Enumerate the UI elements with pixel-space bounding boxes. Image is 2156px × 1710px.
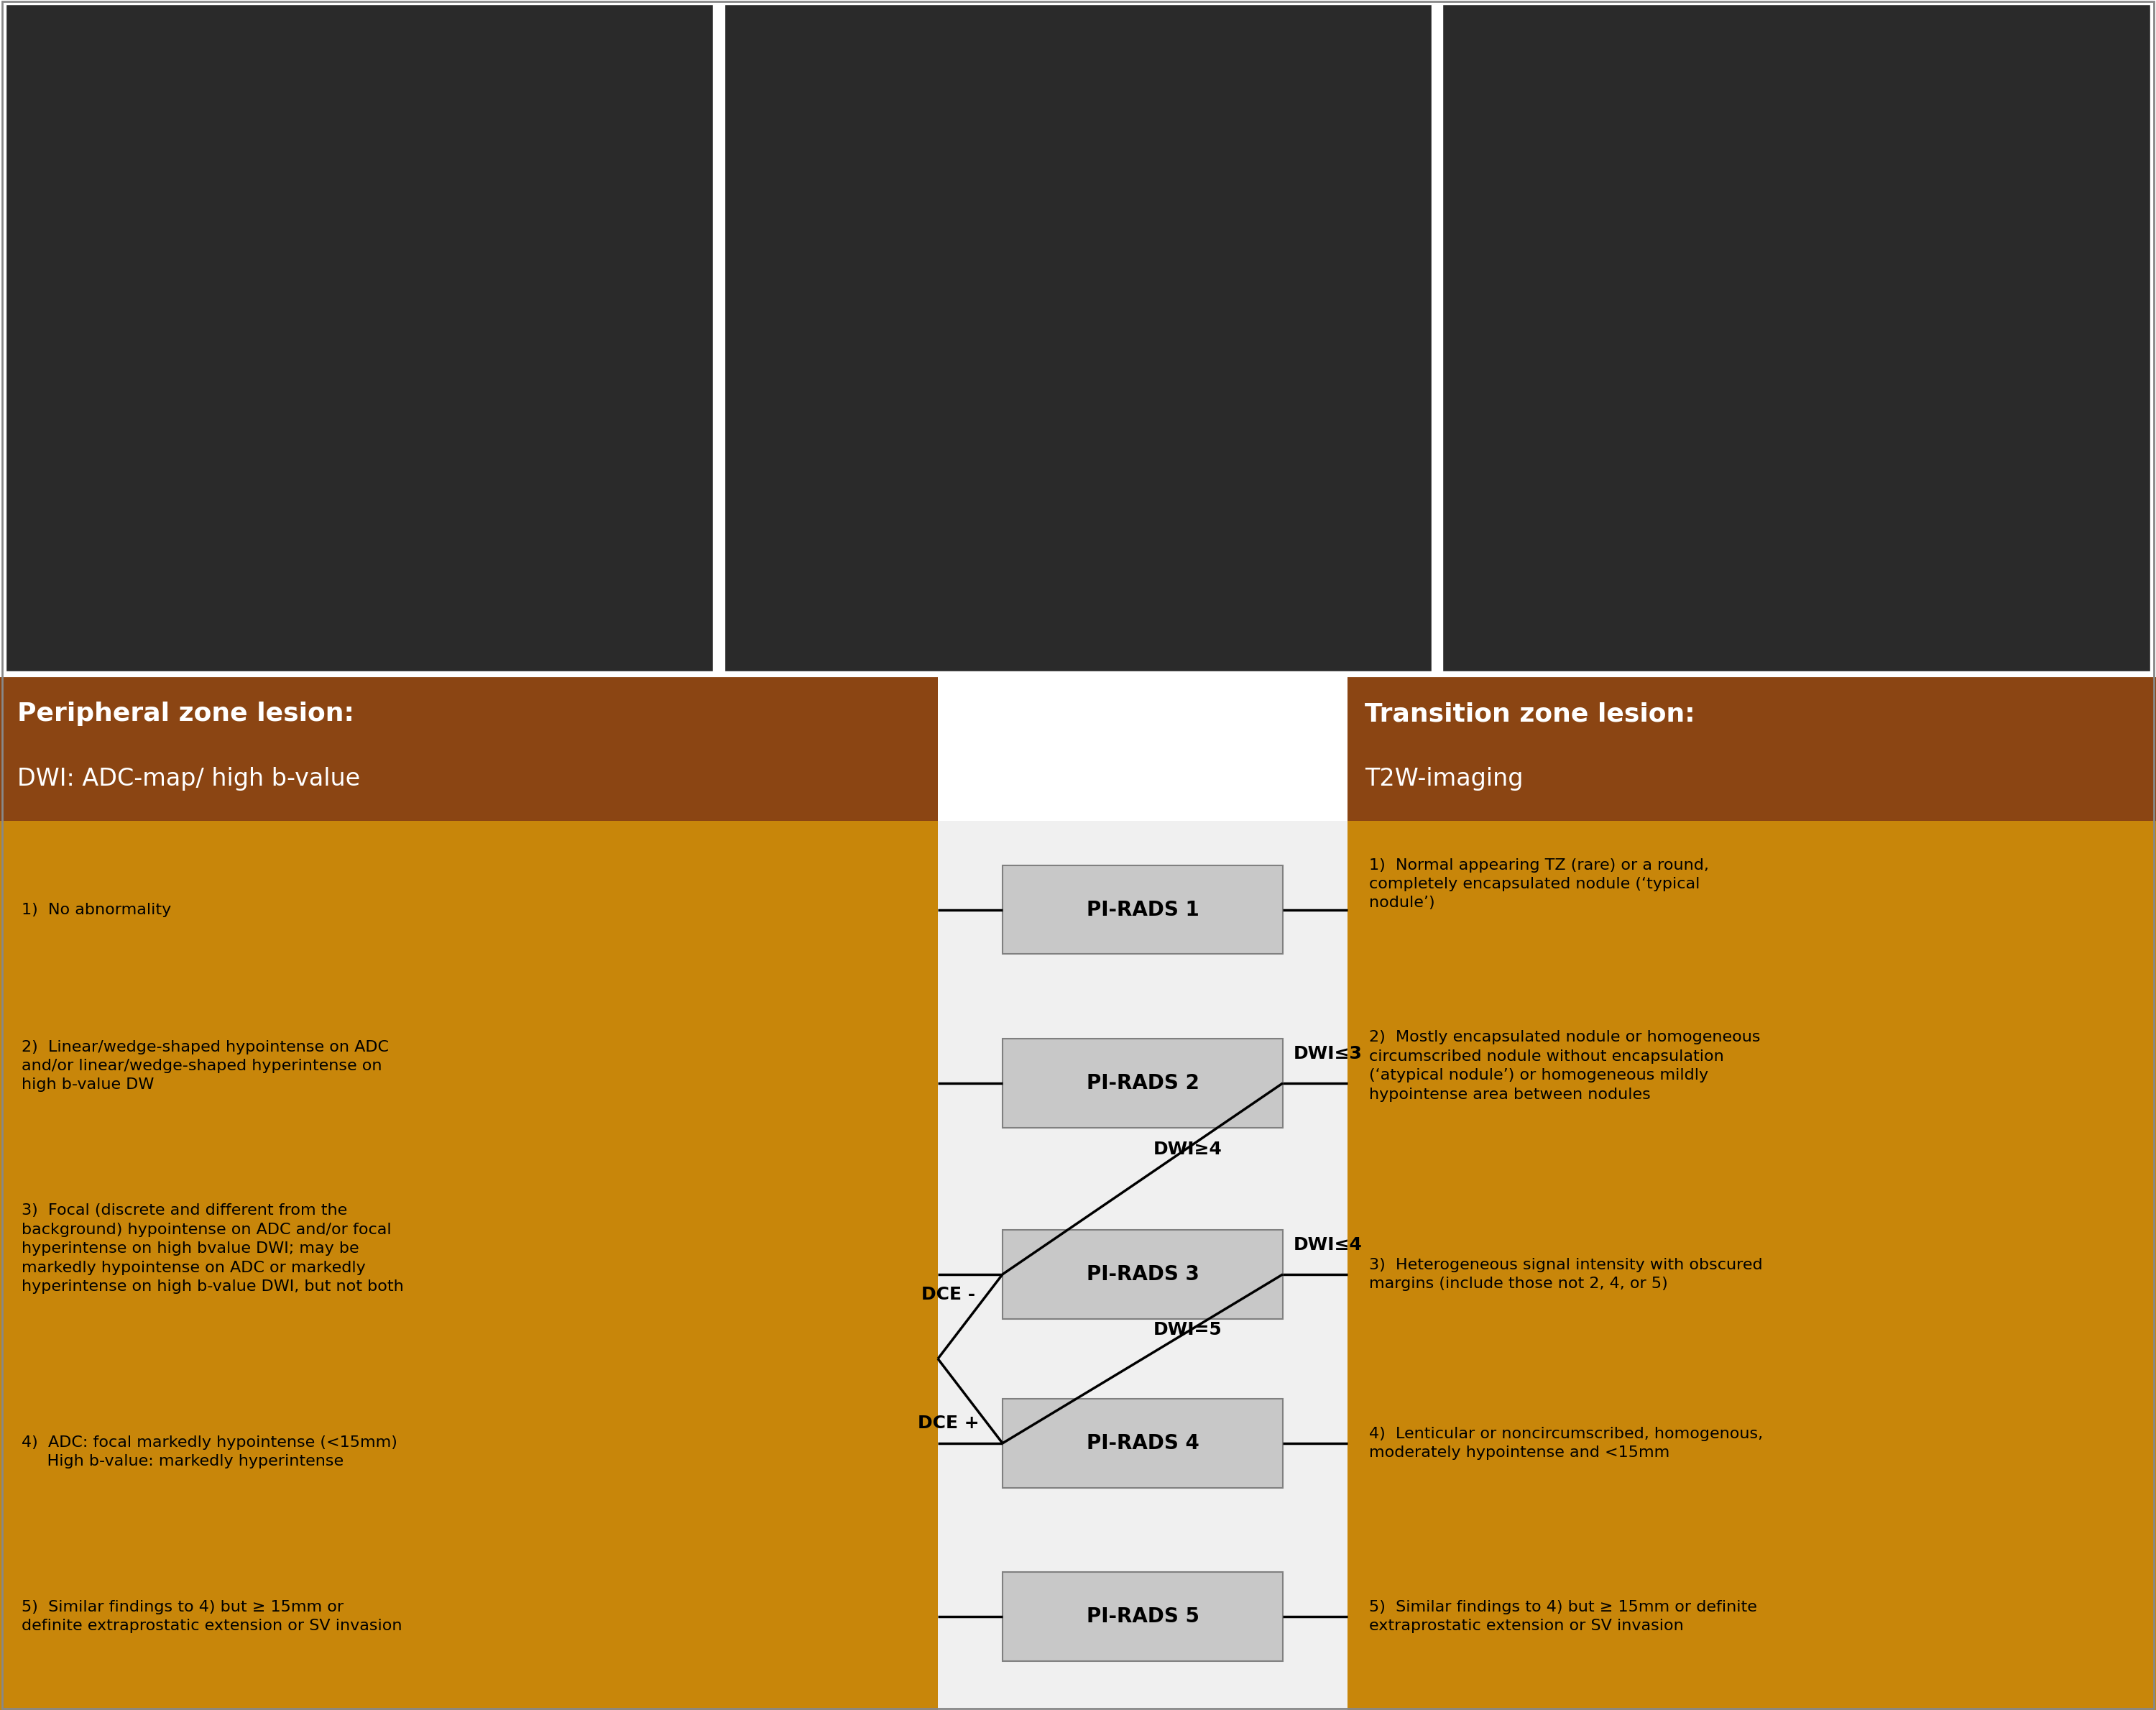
Text: 3)  Heterogeneous signal intensity with obscured
margins (include those not 2, 4: 3) Heterogeneous signal intensity with o… xyxy=(1369,1257,1764,1291)
Text: 2)  Mostly encapsulated nodule or homogeneous
circumscribed nodule without encap: 2) Mostly encapsulated nodule or homogen… xyxy=(1369,1031,1759,1101)
FancyBboxPatch shape xyxy=(724,5,1432,672)
FancyBboxPatch shape xyxy=(1003,1399,1283,1488)
Text: 5)  Similar findings to 4) but ≥ 15mm or
definite extraprostatic extension or SV: 5) Similar findings to 4) but ≥ 15mm or … xyxy=(22,1601,401,1633)
Text: Transition zone lesion:: Transition zone lesion: xyxy=(1365,701,1695,727)
Text: T2W-imaging: T2W-imaging xyxy=(1365,768,1522,790)
Text: DCE +: DCE + xyxy=(918,1414,979,1431)
Text: 3)  Focal (discrete and different from the
background) hypointense on ADC and/or: 3) Focal (discrete and different from th… xyxy=(22,1204,403,1294)
FancyBboxPatch shape xyxy=(4,5,714,672)
Text: PI-RADS 5: PI-RADS 5 xyxy=(1087,1607,1199,1626)
Text: DCE -: DCE - xyxy=(921,1286,977,1303)
Text: DWI=5: DWI=5 xyxy=(1153,1322,1222,1339)
Text: PI-RADS 4: PI-RADS 4 xyxy=(1087,1433,1199,1453)
Text: 4)  ADC: focal markedly hypointense (<15mm)
     High b-value: markedly hyperint: 4) ADC: focal markedly hypointense (<15m… xyxy=(22,1435,397,1469)
FancyBboxPatch shape xyxy=(1003,865,1283,954)
Text: PI-RADS 3: PI-RADS 3 xyxy=(1087,1264,1199,1284)
FancyBboxPatch shape xyxy=(1003,1229,1283,1318)
Text: 4)  Lenticular or noncircumscribed, homogenous,
moderately hypointense and <15mm: 4) Lenticular or noncircumscribed, homog… xyxy=(1369,1426,1764,1460)
Text: DWI≤4: DWI≤4 xyxy=(1294,1236,1363,1253)
Text: Peripheral zone lesion:: Peripheral zone lesion: xyxy=(17,701,354,727)
Text: PI-RADS 1: PI-RADS 1 xyxy=(1087,899,1199,920)
Text: 5)  Similar findings to 4) but ≥ 15mm or definite
extraprostatic extension or SV: 5) Similar findings to 4) but ≥ 15mm or … xyxy=(1369,1601,1757,1633)
FancyBboxPatch shape xyxy=(1348,675,2156,821)
Text: 2)  Linear/wedge-shaped hypointense on ADC
and/or linear/wedge-shaped hyperinten: 2) Linear/wedge-shaped hypointense on AD… xyxy=(22,1040,388,1093)
FancyBboxPatch shape xyxy=(1003,1038,1283,1127)
Text: 1)  Normal appearing TZ (rare) or a round,
completely encapsulated nodule (‘typi: 1) Normal appearing TZ (rare) or a round… xyxy=(1369,858,1710,910)
FancyBboxPatch shape xyxy=(1003,1571,1283,1660)
FancyBboxPatch shape xyxy=(1442,5,2150,672)
FancyBboxPatch shape xyxy=(938,821,1348,1710)
Text: 1)  No abnormality: 1) No abnormality xyxy=(22,903,170,917)
Text: DWI: ADC-map/ high b-value: DWI: ADC-map/ high b-value xyxy=(17,768,360,790)
FancyBboxPatch shape xyxy=(0,675,938,821)
FancyBboxPatch shape xyxy=(1348,821,2156,1710)
FancyBboxPatch shape xyxy=(0,821,938,1710)
Text: DWI≥4: DWI≥4 xyxy=(1153,1141,1222,1158)
Text: DWI≤3: DWI≤3 xyxy=(1294,1045,1363,1062)
Text: PI-RADS 2: PI-RADS 2 xyxy=(1087,1074,1199,1093)
